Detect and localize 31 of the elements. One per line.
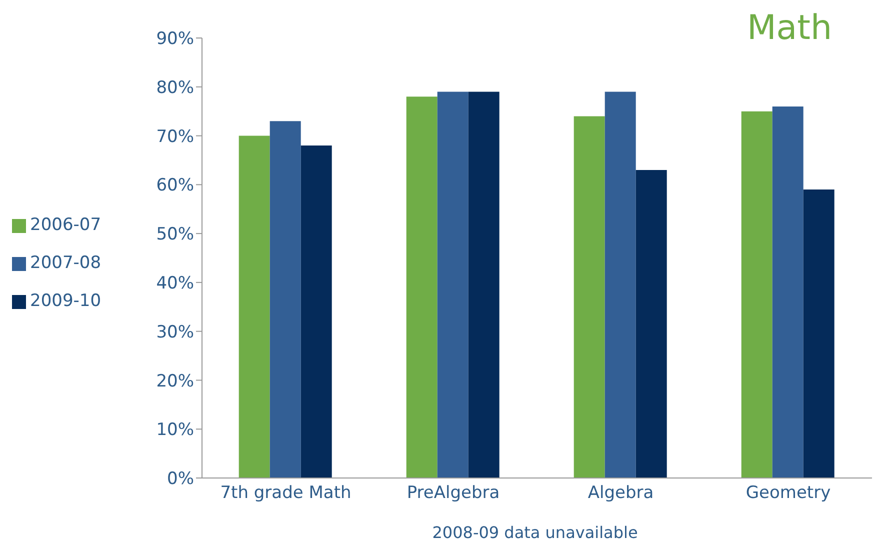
y-tick-label: 70% xyxy=(156,126,194,147)
bar xyxy=(604,92,636,478)
y-tick-label: 20% xyxy=(156,371,194,392)
x-tick-label: Geometry xyxy=(746,483,831,504)
y-tick-label: 90% xyxy=(156,29,194,50)
bar xyxy=(238,136,270,478)
y-tick-label: 0% xyxy=(167,469,194,490)
bar xyxy=(406,96,438,478)
legend-label: 2009-10 xyxy=(30,291,102,311)
x-tick-label: 7th grade Math xyxy=(220,483,352,504)
bar xyxy=(300,146,332,478)
bar xyxy=(803,190,834,478)
legend-label: 2007-08 xyxy=(30,253,102,273)
y-tick-label: 30% xyxy=(156,322,194,342)
bar xyxy=(741,111,772,478)
y-tick-label: 40% xyxy=(156,273,194,294)
y-tick-label: 80% xyxy=(156,78,194,98)
y-tick-label: 10% xyxy=(156,420,194,440)
bar xyxy=(270,121,301,478)
y-tick-label: 50% xyxy=(156,224,194,245)
text: 2008-09 data unavailable xyxy=(431,523,639,542)
bar xyxy=(437,92,468,478)
bar xyxy=(636,170,667,478)
bar xyxy=(468,92,500,478)
bar xyxy=(772,106,804,478)
x-tick-label: Algebra xyxy=(588,483,654,504)
chart-title: Math xyxy=(746,8,832,48)
x-tick-label: PreAlgebra xyxy=(406,483,500,504)
y-tick-label: 60% xyxy=(156,176,194,196)
legend-label: 2006-07 xyxy=(30,215,102,235)
bar xyxy=(574,116,605,478)
